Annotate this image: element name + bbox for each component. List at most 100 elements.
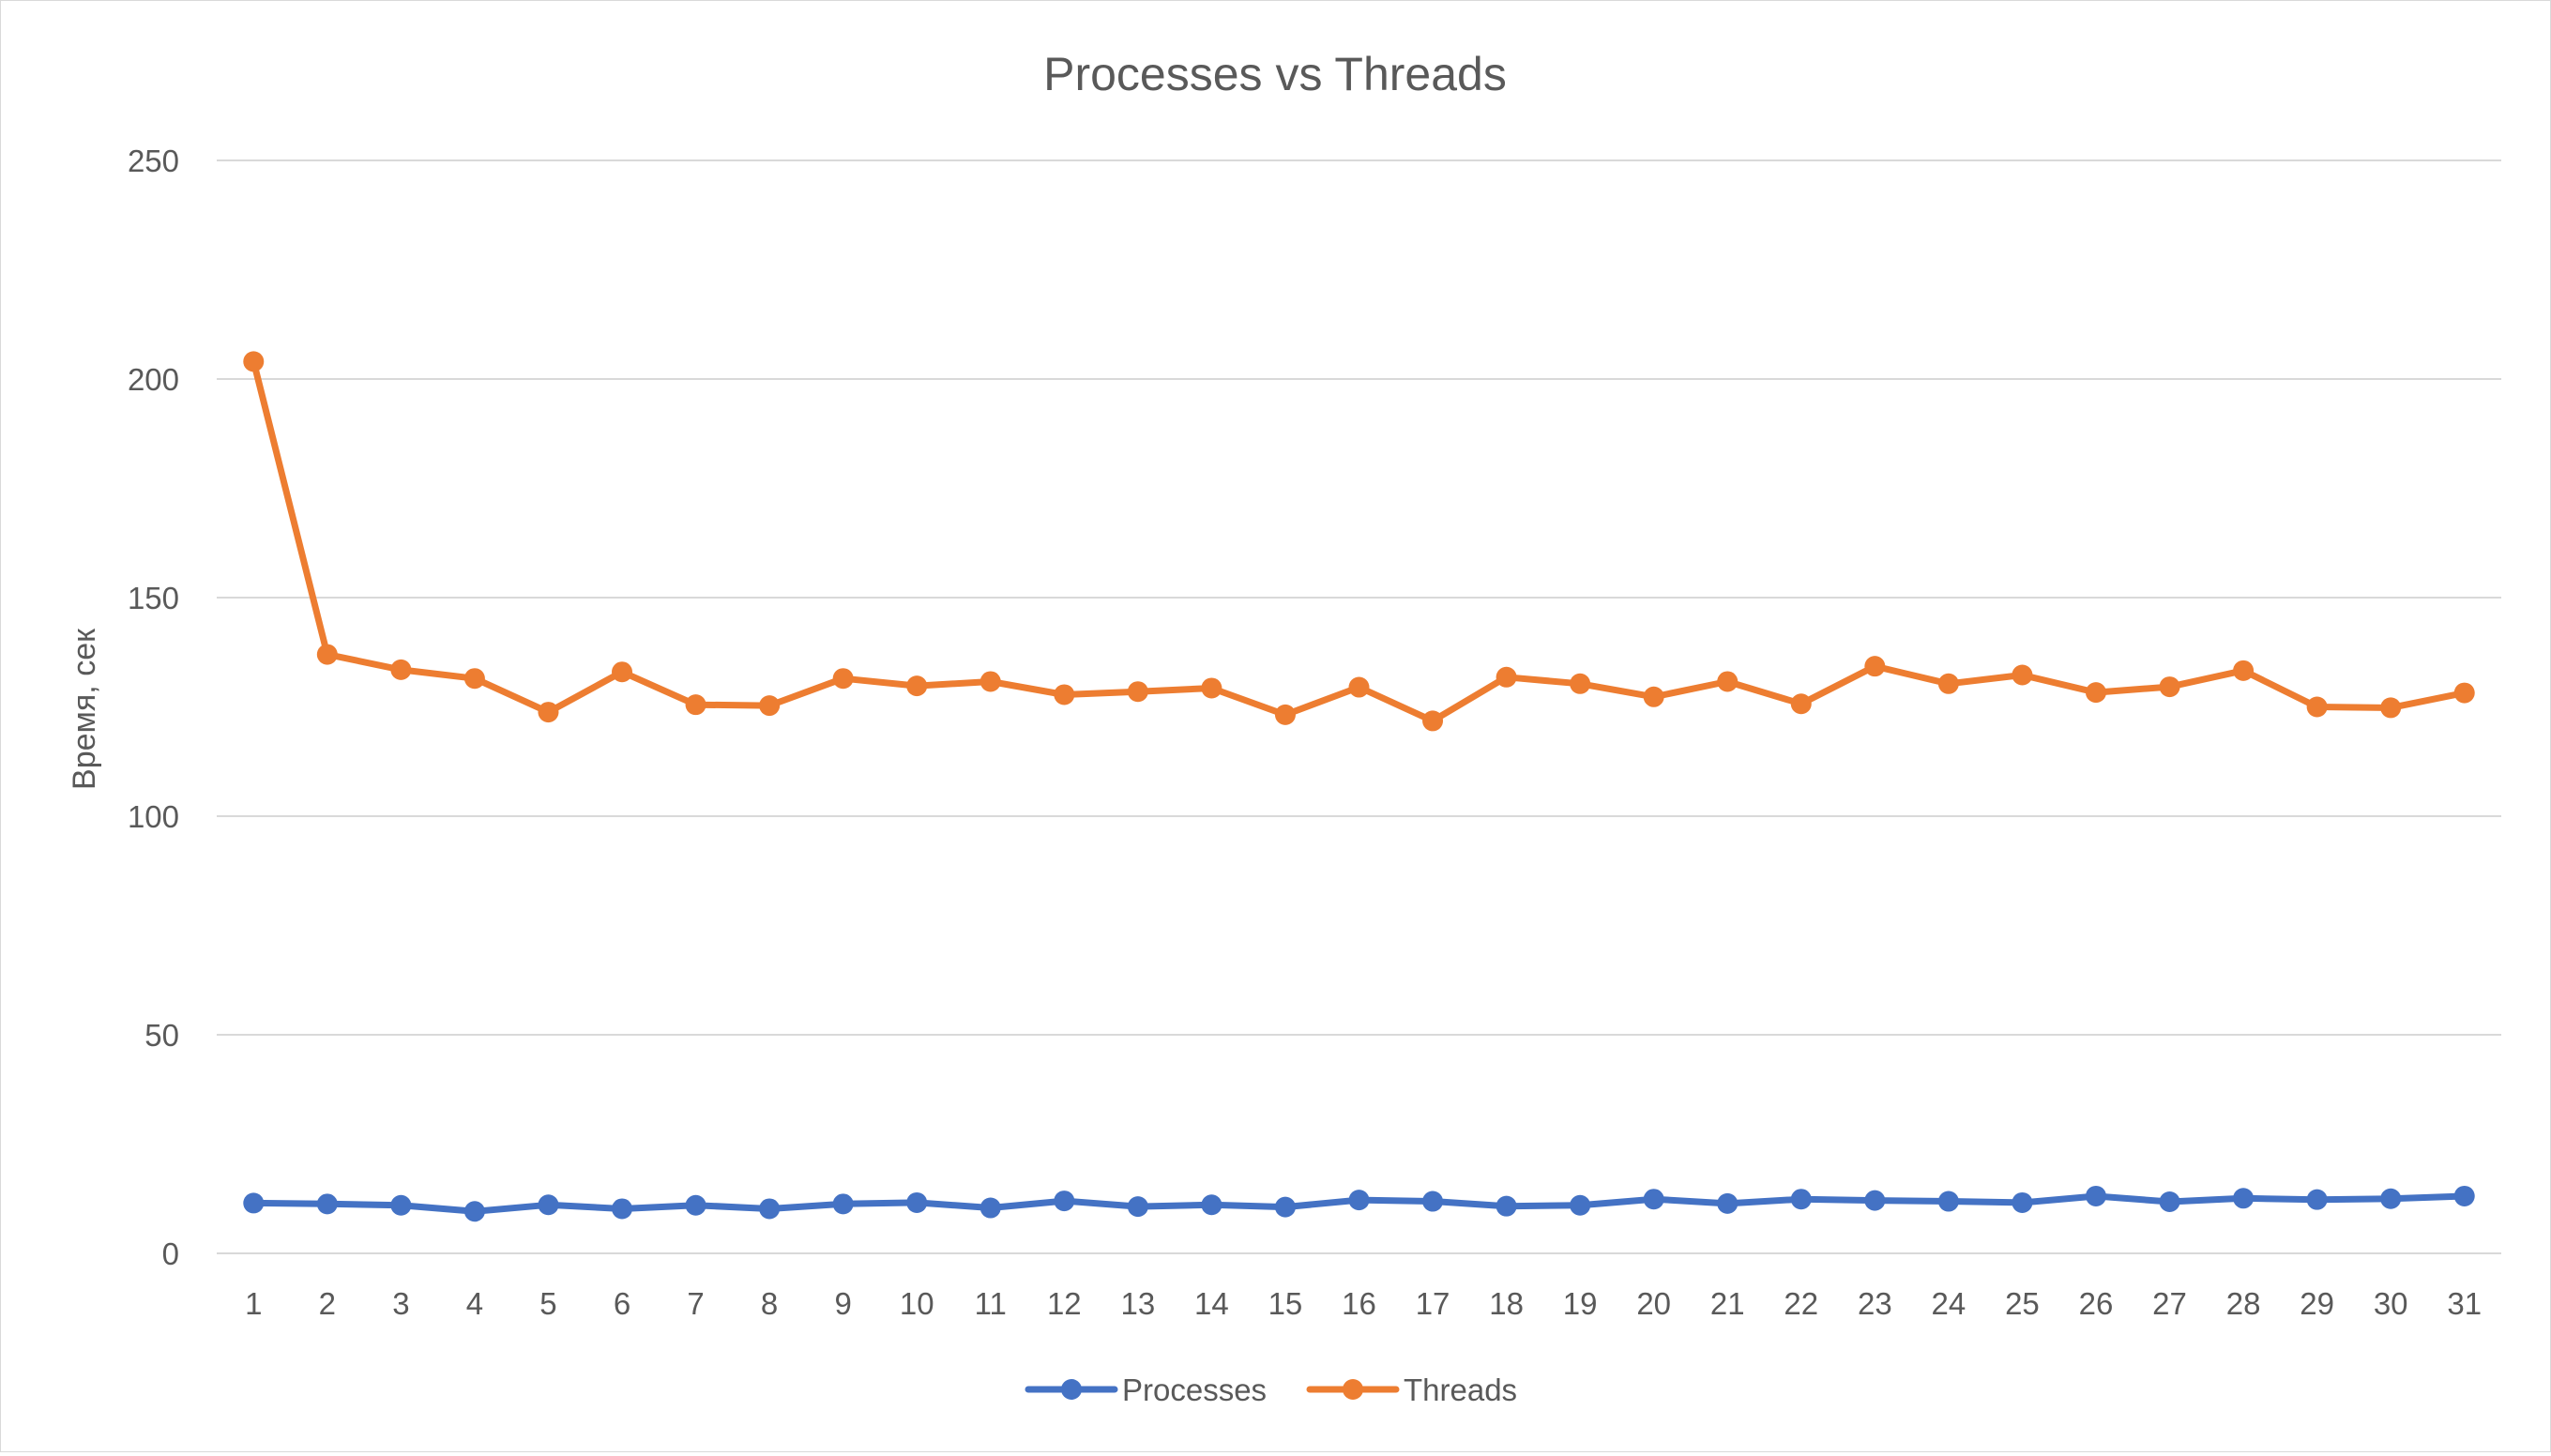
data-point [979,1197,1001,1219]
data-point [1790,1189,1812,1210]
x-tick-label: 30 [2374,1286,2408,1321]
data-point [1864,1190,1886,1211]
x-tick-label: 15 [1268,1286,1303,1321]
legend-marker-icon [1061,1379,1082,1400]
data-point [243,1192,265,1214]
data-point [463,668,485,690]
x-tick-label: 14 [1194,1286,1229,1321]
data-point [1790,693,1812,715]
data-point [1274,1196,1296,1218]
data-point [759,1198,781,1220]
data-point [390,1194,412,1216]
legend-marker-icon [1343,1379,1363,1400]
data-point [1937,673,1959,694]
x-tick-label: 2 [319,1286,336,1321]
x-tick-label: 17 [1416,1286,1450,1321]
data-point [316,1193,338,1215]
data-point [2233,660,2255,681]
data-point [390,659,412,680]
x-tick-label: 1 [245,1286,262,1321]
x-tick-label: 24 [1932,1286,1966,1321]
data-point [906,1191,928,1213]
y-tick-label: 50 [144,1018,179,1053]
data-point [2012,664,2033,686]
data-point [1422,1191,1444,1212]
y-tick-label: 100 [128,799,179,834]
data-point [538,702,559,723]
data-point [1274,704,1296,725]
x-tick-label: 31 [2447,1286,2482,1321]
data-point [2380,697,2402,719]
data-point [612,1198,633,1220]
data-point [832,1193,854,1215]
data-point [2085,1185,2106,1206]
data-point [243,351,265,372]
data-point [2453,682,2475,704]
x-tick-label: 26 [2079,1286,2114,1321]
data-point [1717,671,1739,692]
data-point [2159,1191,2180,1213]
x-tick-label: 8 [761,1286,778,1321]
data-point [1054,684,1075,705]
data-point [1643,686,1664,707]
x-tick-label: 12 [1047,1286,1082,1321]
series-line [250,357,2468,724]
x-tick-label: 3 [392,1286,409,1321]
y-tick-label: 250 [128,144,179,178]
series-lines [243,351,2475,1222]
x-tick-label: 19 [1563,1286,1598,1321]
y-axis-ticks: 0 50 100 150 200 250 [128,144,179,1271]
data-point [1201,1194,1222,1216]
data-point [685,1194,706,1216]
data-point [538,1194,559,1216]
x-tick-label: 23 [1858,1286,1892,1321]
x-tick-label: 11 [975,1286,1007,1321]
y-tick-label: 150 [128,581,179,615]
gridlines [217,159,2501,1254]
data-point [1127,681,1148,703]
data-point [1643,1189,1664,1210]
legend-label: Processes [1122,1373,1267,1407]
x-tick-label: 13 [1120,1286,1155,1321]
data-point [2085,682,2106,704]
data-point [759,695,781,717]
legend-item-processes[interactable]: Processes [1025,1373,1267,1407]
data-point [1570,673,1591,694]
data-point [463,1201,485,1222]
x-axis-ticks: 1 2 3 4 5 6 7 8 9 10 11 12 13 14 15 16 17 18 19 20 21 22 23 24 2… [245,1286,2482,1321]
legend-item-threads[interactable]: Threads [1306,1373,1517,1407]
data-point [1127,1196,1148,1218]
x-tick-label: 16 [1342,1286,1376,1321]
x-tick-label: 21 [1710,1286,1745,1321]
data-point [1496,666,1517,688]
data-point [1570,1194,1591,1216]
data-point [612,661,633,683]
data-point [1422,710,1444,732]
data-point [2306,696,2328,718]
x-tick-label: 28 [2226,1286,2261,1321]
data-point [2233,1188,2255,1209]
data-point [685,694,706,716]
x-tick-label: 5 [539,1286,556,1321]
x-tick-label: 29 [2300,1286,2334,1321]
x-tick-label: 27 [2152,1286,2187,1321]
data-point [2306,1189,2328,1210]
series-processes [243,1185,2475,1222]
x-tick-label: 4 [466,1286,483,1321]
x-tick-label: 6 [614,1286,630,1321]
data-point [1496,1195,1517,1217]
x-tick-label: 7 [687,1286,704,1321]
y-tick-label: 200 [128,362,179,397]
data-point [1348,676,1370,698]
legend-label: Threads [1404,1373,1517,1407]
x-tick-label: 22 [1784,1286,1818,1321]
x-tick-label: 18 [1489,1286,1524,1321]
data-point [1864,656,1886,677]
x-tick-label: 10 [900,1286,934,1321]
data-point [906,675,928,697]
data-point [1717,1192,1739,1214]
x-tick-label: 9 [834,1286,851,1321]
legend[interactable]: Processes Threads [1025,1373,1517,1407]
chart-title: Processes vs Threads [1043,48,1507,100]
